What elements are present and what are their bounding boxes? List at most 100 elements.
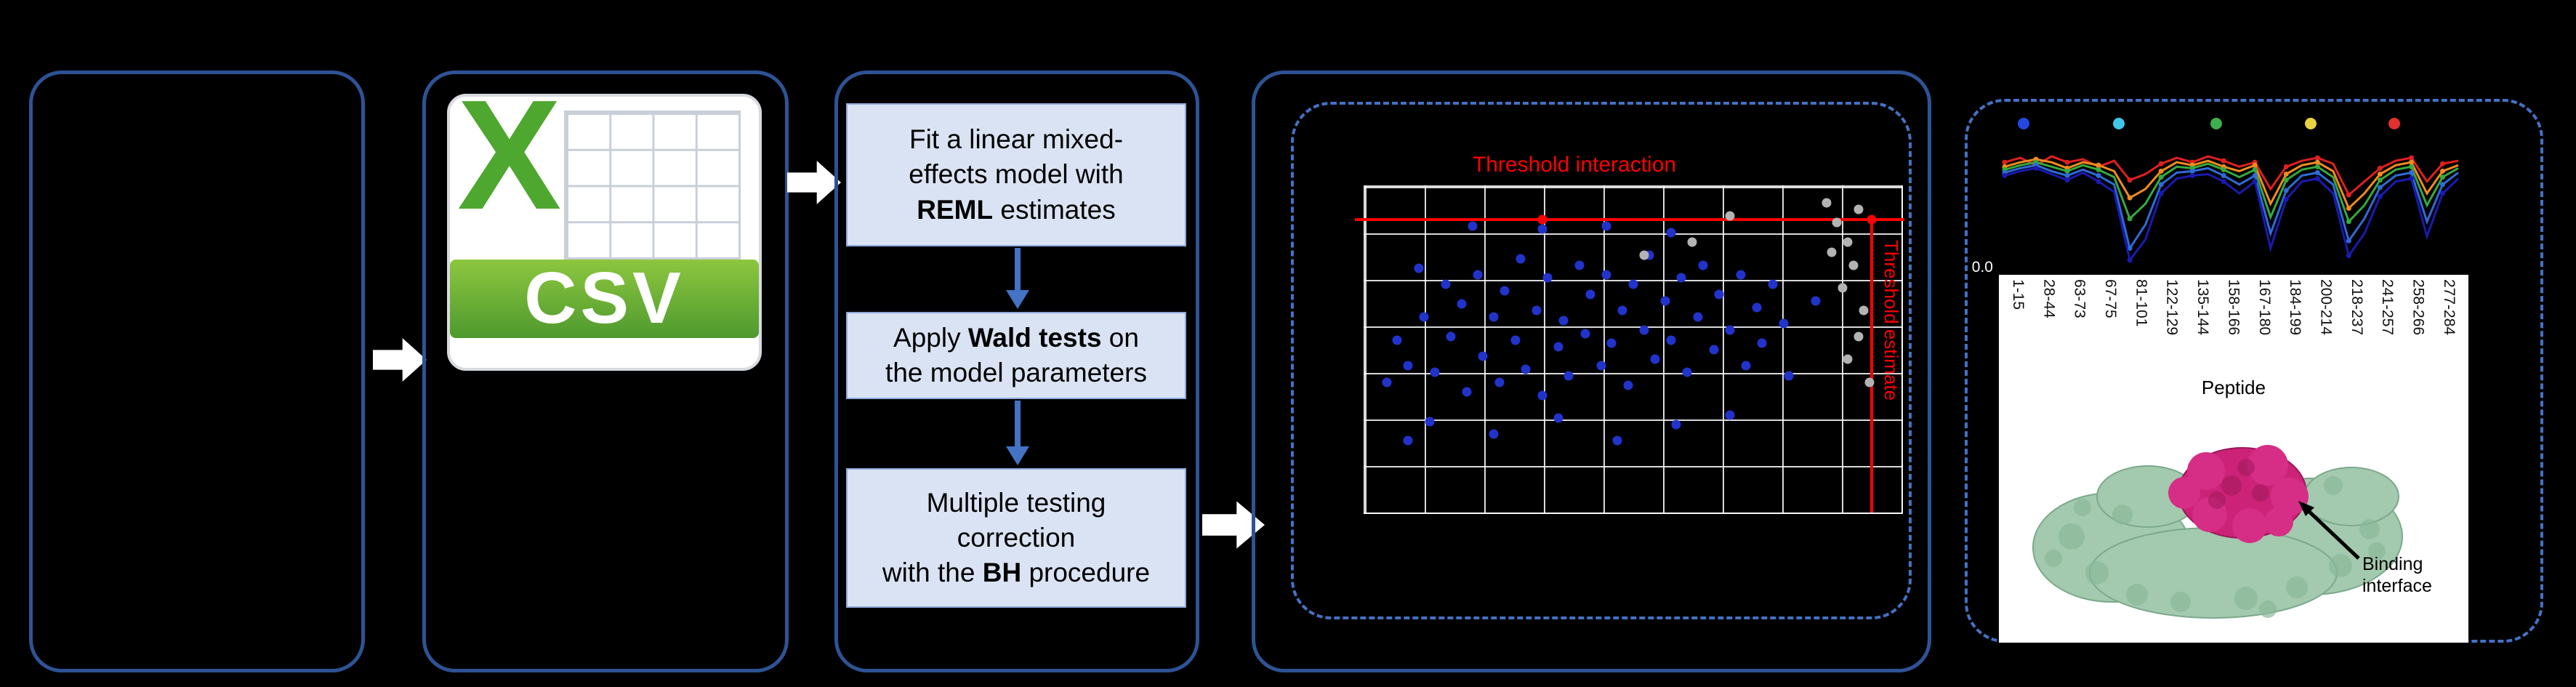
scatter-point [1601, 221, 1611, 231]
spreadsheet-grid-icon [564, 110, 741, 260]
scatter-point [1537, 224, 1547, 234]
scatter-point [1612, 435, 1622, 446]
scatter-point [1768, 279, 1778, 289]
uptake-lines-svg [2002, 155, 2460, 263]
scatter-point [1521, 364, 1531, 374]
scatter-point [1676, 273, 1686, 283]
scatter-point [1671, 419, 1681, 430]
scatter-point [1843, 354, 1853, 364]
scatter-point [1666, 335, 1676, 345]
panel-results [1252, 71, 1931, 672]
scatter-point [1617, 305, 1627, 316]
series-marker-dots [1997, 118, 2466, 132]
scatter-point [1666, 228, 1676, 238]
results-dashed-frame [1291, 102, 1912, 619]
scatter-point [1425, 417, 1435, 427]
scatter-point [1779, 318, 1789, 329]
threshold-interaction-line [1355, 217, 1904, 221]
scatter-point [1725, 410, 1735, 420]
series-marker-dot [2210, 118, 2223, 129]
scatter-point [1848, 260, 1859, 270]
peptide-tick-label: 122-129 [2163, 279, 2181, 336]
scatter-point [1725, 325, 1735, 335]
y-axis-tick-label: 0.0 [1971, 259, 1993, 276]
scatter-point [1650, 354, 1660, 364]
scatter-point [1606, 338, 1617, 348]
arrow-right-icon [787, 161, 841, 204]
line-series [2004, 166, 2460, 263]
binding-interface-label: Binding interface [2362, 554, 2432, 596]
peptide-tick-label: 63-73 [2071, 279, 2088, 318]
scatter-point [1682, 367, 1692, 377]
csv-ribbon-label: CSV [450, 257, 759, 339]
panel-input [29, 71, 365, 672]
step-wald-box: Apply Wald tests on the model parameters [846, 312, 1186, 399]
peptide-tick-label: 277-284 [2440, 279, 2458, 336]
peptide-tick-label: 67-75 [2102, 279, 2120, 318]
peptide-tick-label: 200-214 [2317, 279, 2335, 336]
scatter-point [1558, 316, 1569, 326]
peptide-tick-label: 135-144 [2194, 279, 2212, 336]
down-arrow-icon [1006, 248, 1029, 309]
scatter-point [1516, 254, 1526, 264]
scatter-point [1382, 377, 1392, 387]
scatter-point [1489, 429, 1499, 439]
threshold-estimate-label: Threshold estimate [1880, 240, 1902, 401]
scatter-point [1457, 299, 1467, 309]
scatter-point [1736, 270, 1746, 280]
step-reml-text: Fit a linear mixed- effects model with R… [909, 124, 1124, 225]
line-series [2004, 164, 2459, 252]
binding-arrow-icon [2298, 501, 2360, 560]
peptide-tick-label: 158-166 [2225, 279, 2242, 336]
threshold-estimate-line [1870, 219, 1874, 513]
scatter-point [1419, 312, 1429, 322]
scatter-point [1687, 237, 1697, 247]
arrow-right-icon [373, 338, 427, 382]
scatter-point [1843, 237, 1853, 247]
scatter-point [1741, 361, 1751, 371]
scatter-point [1441, 279, 1451, 289]
scatter-point [1585, 289, 1595, 300]
scatter-point [1859, 305, 1869, 316]
scatter-point [1596, 361, 1606, 371]
scatter-point [1462, 387, 1472, 397]
scatter-point [1838, 283, 1848, 293]
scatter-point [1639, 325, 1649, 335]
scatter-point [1752, 302, 1762, 313]
scatter-point [1531, 305, 1542, 316]
step-bh-text: Multiple testing correction with the BH … [882, 487, 1151, 588]
scatter-point [1660, 296, 1670, 306]
panel-csv [422, 71, 789, 672]
scatter-point [1489, 312, 1499, 322]
scatter-point [1430, 367, 1440, 377]
scatter-point [1832, 217, 1842, 228]
series-marker-dot [2304, 118, 2317, 129]
scatter-point [1827, 247, 1837, 257]
scatter-point [1494, 377, 1504, 387]
panel-statistics [834, 71, 1199, 672]
scatter-point [1757, 338, 1767, 348]
scatter-point [1563, 371, 1574, 381]
protein-structure-illustration [2032, 445, 2403, 619]
scatter-point [1478, 351, 1488, 361]
peptide-tick-labels: 1-15 28-44 63-73 67-75 81-101 122-129 135-144 1… [2010, 279, 2458, 401]
peptide-tick-label: 81-101 [2133, 279, 2150, 327]
scatter-point [1601, 270, 1611, 280]
scatter-point [1623, 380, 1633, 390]
line-series [2004, 158, 2459, 211]
peptide-axis-panel: 1-15 28-44 63-73 67-75 81-101 122-129 135-144 1… [1999, 275, 2468, 643]
csv-file-icon: X CSV [447, 94, 762, 371]
step-bh-box: Multiple testing correction with the BH … [846, 468, 1186, 608]
scatter-point [1553, 413, 1563, 423]
scatter-point [1446, 332, 1456, 342]
series-marker-dot [2388, 118, 2401, 129]
scatter-point [1500, 286, 1510, 296]
scatter-point [1553, 342, 1563, 352]
scatter-point [1403, 435, 1413, 446]
scatter-point [1580, 329, 1590, 339]
scatter-point [1468, 221, 1478, 231]
scatter-point [1628, 279, 1638, 289]
step-reml-box: Fit a linear mixed- effects model with R… [846, 103, 1186, 246]
scatter-point [1542, 273, 1553, 283]
